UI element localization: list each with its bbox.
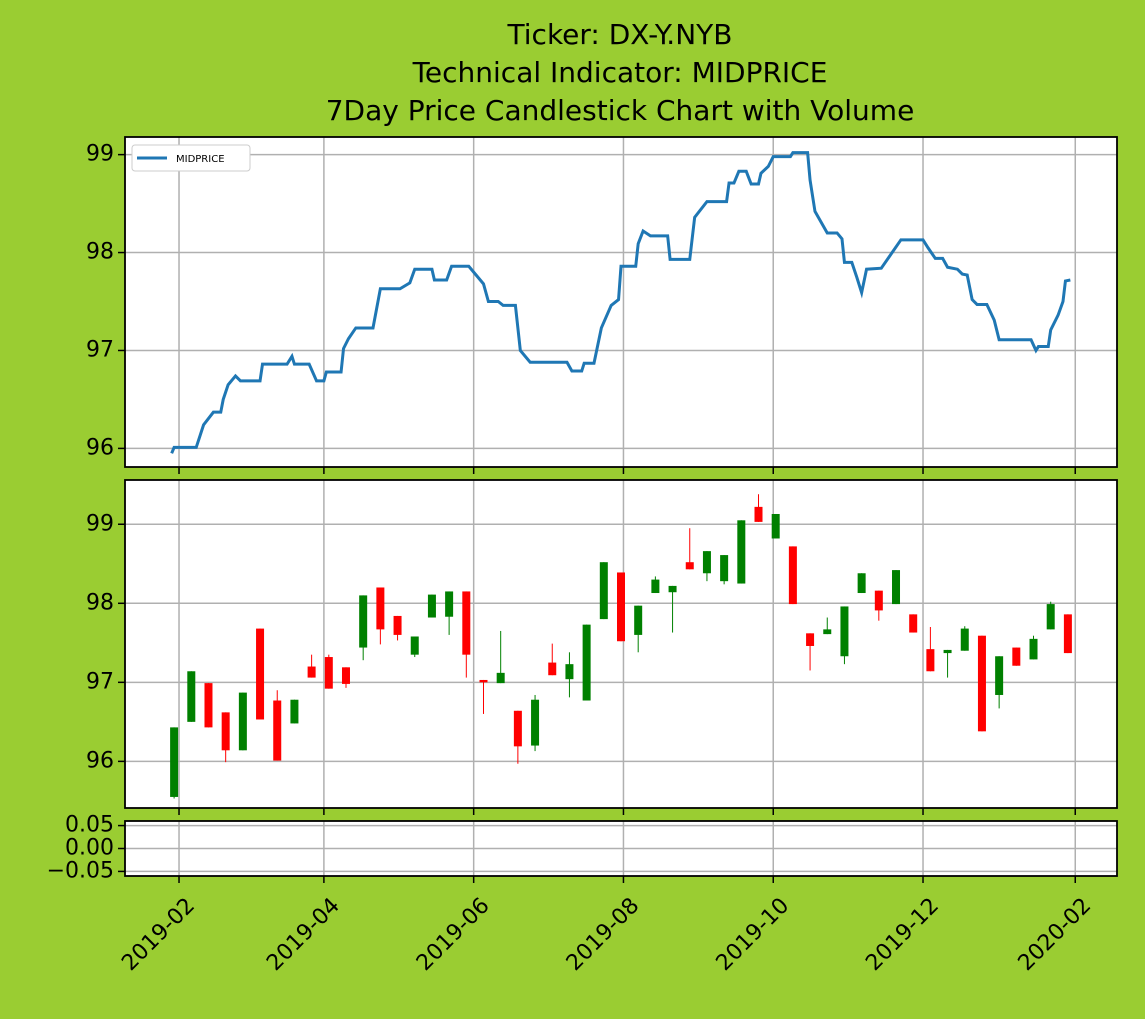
plot-area bbox=[125, 480, 1117, 808]
legend: MIDPRICE bbox=[131, 144, 251, 172]
candle-body bbox=[1063, 614, 1072, 654]
candle-body bbox=[1046, 604, 1055, 630]
y-tick-label: 97 bbox=[86, 669, 114, 694]
y-tick-label: 97 bbox=[86, 337, 114, 362]
y-tick-label: 98 bbox=[86, 590, 114, 615]
candle-body bbox=[702, 551, 711, 574]
candle-body bbox=[977, 635, 986, 732]
candle-body bbox=[238, 692, 247, 751]
candle-body bbox=[187, 671, 196, 722]
candle-body bbox=[1012, 647, 1021, 666]
candle-body bbox=[943, 649, 952, 654]
candle-body bbox=[737, 520, 746, 584]
candle-body bbox=[496, 672, 505, 684]
candle-body bbox=[874, 590, 883, 611]
chart-title: Technical Indicator: MIDPRICE bbox=[412, 56, 828, 89]
y-tick-label: 96 bbox=[86, 748, 114, 773]
line-series bbox=[170, 151, 1071, 454]
candle-body bbox=[204, 683, 213, 728]
candle-body bbox=[1029, 638, 1038, 660]
candle-body bbox=[445, 591, 454, 617]
candle-body bbox=[995, 656, 1004, 695]
candle-body bbox=[376, 587, 385, 630]
y-tick-label: 98 bbox=[86, 240, 114, 265]
plot-frame bbox=[124, 479, 1118, 809]
legend-label: MIDPRICE bbox=[176, 154, 225, 165]
candle-body bbox=[909, 614, 918, 633]
candle-body bbox=[720, 555, 729, 582]
candle-body bbox=[892, 570, 901, 605]
legend-box bbox=[131, 144, 251, 172]
plot-area bbox=[125, 137, 1117, 467]
candle-body bbox=[668, 585, 677, 593]
candle-body bbox=[634, 605, 643, 635]
candle-body bbox=[307, 666, 316, 678]
chart-title: 7Day Price Candlestick Chart with Volume bbox=[326, 94, 915, 127]
y-tick-label: 99 bbox=[86, 142, 114, 167]
candle-body bbox=[359, 595, 368, 648]
candle-body bbox=[565, 664, 574, 680]
candle-body bbox=[582, 624, 591, 701]
plot-frame bbox=[124, 136, 1118, 468]
candle-body bbox=[651, 579, 660, 594]
candle-body bbox=[170, 727, 179, 797]
candle-body bbox=[513, 710, 522, 747]
candle-body bbox=[256, 628, 265, 720]
candle-body bbox=[754, 506, 763, 522]
chart-title: Ticker: DX-Y.NYB bbox=[507, 18, 733, 51]
candle-body bbox=[771, 513, 780, 539]
candle-body bbox=[617, 572, 625, 642]
candle-body bbox=[290, 699, 299, 724]
candle-body bbox=[393, 615, 402, 635]
candle-body bbox=[273, 700, 282, 761]
candle-body bbox=[462, 591, 471, 655]
candle-body bbox=[599, 562, 608, 620]
candle-body bbox=[221, 712, 230, 751]
candle-body bbox=[548, 662, 557, 676]
candle-body bbox=[427, 594, 436, 618]
y-tick-label: 96 bbox=[86, 435, 114, 460]
y-tick-label: 0.00 bbox=[65, 836, 114, 861]
candle-body bbox=[410, 636, 419, 655]
candle-body bbox=[926, 649, 935, 672]
candle-body bbox=[823, 629, 832, 635]
candle-body bbox=[806, 633, 815, 646]
candle-body bbox=[685, 562, 694, 570]
candle-body bbox=[788, 546, 797, 605]
candle-body bbox=[960, 628, 969, 651]
candle-body bbox=[479, 679, 488, 683]
candle-body bbox=[840, 606, 849, 657]
candle-body bbox=[857, 573, 866, 594]
candle-body bbox=[341, 667, 350, 684]
y-tick-label: 0.05 bbox=[65, 813, 114, 838]
candle-body bbox=[531, 699, 540, 746]
y-tick-label: 99 bbox=[86, 511, 114, 536]
plot-frame bbox=[124, 820, 1118, 877]
candle-body bbox=[324, 657, 333, 689]
y-tick-label: −0.05 bbox=[47, 858, 114, 883]
